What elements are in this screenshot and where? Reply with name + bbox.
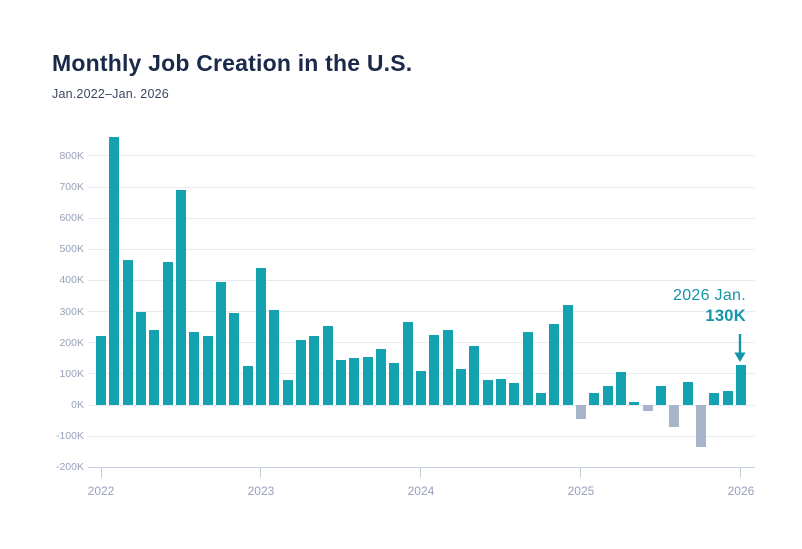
bar-positive bbox=[442, 330, 453, 405]
bar-positive bbox=[149, 330, 160, 405]
gridline bbox=[88, 217, 755, 219]
bar-positive bbox=[389, 362, 400, 405]
bar-positive bbox=[535, 392, 546, 405]
bar-positive bbox=[202, 336, 213, 405]
bar-negative bbox=[669, 405, 680, 427]
bar-positive bbox=[549, 324, 560, 405]
y-axis-label: 600K bbox=[59, 212, 84, 225]
bar-positive bbox=[96, 336, 106, 405]
bar-positive bbox=[562, 305, 573, 405]
x-axis-label: 2024 bbox=[407, 484, 435, 498]
bar-positive bbox=[482, 380, 493, 405]
bar-positive bbox=[309, 336, 320, 405]
x-axis-label: 2026 bbox=[727, 484, 755, 498]
bar-positive bbox=[709, 392, 720, 405]
bar-positive bbox=[735, 364, 746, 405]
bar-positive bbox=[615, 372, 626, 405]
bar-positive bbox=[655, 386, 666, 405]
x-axis-tick bbox=[740, 467, 742, 478]
bar-positive bbox=[429, 334, 440, 405]
bar-positive bbox=[509, 383, 520, 405]
y-axis-label: 500K bbox=[59, 243, 84, 256]
bar-positive bbox=[335, 359, 346, 405]
x-axis-tick bbox=[100, 467, 102, 478]
gridline bbox=[88, 248, 755, 250]
bar-positive bbox=[375, 348, 386, 405]
bar-positive bbox=[495, 378, 506, 405]
bar-positive bbox=[589, 392, 600, 405]
bar-positive bbox=[295, 339, 306, 405]
gridline bbox=[88, 155, 755, 157]
y-axis-label: -200K bbox=[55, 461, 84, 474]
bar-positive bbox=[122, 260, 133, 405]
bar-positive bbox=[455, 369, 466, 405]
y-axis-label: 100K bbox=[59, 367, 84, 380]
bar-positive bbox=[282, 380, 293, 405]
bar-positive bbox=[109, 137, 120, 405]
bar-positive bbox=[415, 370, 426, 405]
bar-positive bbox=[629, 401, 640, 405]
gridline bbox=[88, 186, 755, 188]
bar-positive bbox=[682, 381, 693, 405]
y-axis-label: 0K bbox=[71, 399, 84, 411]
bar-positive bbox=[362, 356, 373, 405]
bar-negative bbox=[695, 405, 706, 448]
gridline bbox=[88, 435, 755, 437]
bar-positive bbox=[229, 313, 240, 405]
annotation-value-label: 130K bbox=[705, 307, 746, 325]
gridline bbox=[88, 311, 755, 313]
bar-negative bbox=[575, 405, 586, 419]
x-axis-label: 2025 bbox=[567, 484, 595, 498]
x-axis-tick bbox=[260, 467, 262, 478]
y-axis-label: 800K bbox=[59, 149, 84, 162]
x-axis-tick bbox=[580, 467, 582, 478]
chart-subtitle: Jan.2022–Jan. 2026 bbox=[52, 87, 169, 101]
bar-positive bbox=[322, 325, 333, 405]
y-axis-label: 200K bbox=[59, 336, 84, 349]
bar-positive bbox=[722, 390, 733, 405]
bar-positive bbox=[469, 345, 480, 405]
bar-negative bbox=[642, 405, 653, 412]
bar-positive bbox=[602, 386, 613, 405]
bar-positive bbox=[522, 331, 533, 405]
y-axis-label: 300K bbox=[59, 305, 84, 318]
bar-positive bbox=[242, 366, 253, 405]
x-axis-line bbox=[88, 466, 755, 468]
down-arrow-icon bbox=[734, 334, 746, 362]
bar-positive bbox=[175, 190, 186, 405]
x-axis-label: 2022 bbox=[87, 484, 115, 498]
annotation-month-label: 2026 Jan. bbox=[673, 287, 746, 304]
y-axis-label: 400K bbox=[59, 274, 84, 287]
bar-positive bbox=[162, 261, 173, 405]
highlight-annotation: 2026 Jan. 130K bbox=[673, 287, 746, 326]
bar-positive bbox=[269, 310, 280, 405]
gridline bbox=[88, 342, 755, 344]
gridline bbox=[88, 279, 755, 281]
y-axis-label: -100K bbox=[55, 430, 84, 443]
bar-positive bbox=[255, 267, 266, 405]
bar-positive bbox=[215, 281, 226, 405]
y-axis-label: 700K bbox=[59, 181, 84, 194]
bar-positive bbox=[402, 322, 413, 405]
bar-positive bbox=[135, 311, 146, 405]
chart-title: Monthly Job Creation in the U.S. bbox=[52, 50, 413, 76]
gridline bbox=[88, 404, 755, 406]
bar-positive bbox=[189, 331, 200, 405]
bar-positive bbox=[349, 358, 360, 405]
x-axis-label: 2023 bbox=[247, 484, 275, 498]
x-axis-tick bbox=[420, 467, 422, 478]
